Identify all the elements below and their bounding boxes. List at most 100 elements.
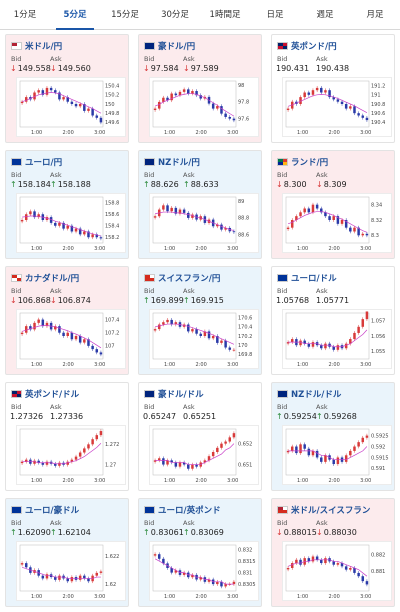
tab-7[interactable]: 月足 xyxy=(366,10,384,20)
currency-card[interactable]: ユーロ/英ポンド Bid Ask ↑0.83061 ↑0.83069 0.832 0.831… xyxy=(138,498,262,607)
bid-price: 0.65247 xyxy=(143,412,176,421)
price-chart[interactable]: 89 88.8 88.6 1:00 2:00 3:00 xyxy=(149,193,259,253)
currency-card[interactable]: 豪ドル/円 Bid Ask ↓97.584 ↓97.589 98 97.8 97.6 1:00 2… xyxy=(138,34,262,143)
ask-value: 0.83069 xyxy=(190,528,224,537)
card-header: ユーロ/英ポンド xyxy=(144,504,221,516)
price-chart[interactable]: 0.652 0.651 1:00 2:00 3:00 xyxy=(149,425,259,485)
ask-value: 1.05771 xyxy=(316,296,350,305)
candle xyxy=(157,324,161,330)
price-chart[interactable]: 191.2 191 190.8 190.6 190.4 1:00 2:00 3:00 xyxy=(282,77,392,137)
currency-card[interactable]: ユーロ/ドル Bid Ask 1.05768 1.05771 1.057 1.056 1.05… xyxy=(271,266,395,375)
candle xyxy=(37,319,40,323)
candle xyxy=(199,95,202,99)
ask-label: Ask xyxy=(50,519,62,527)
candle xyxy=(178,209,182,214)
price-chart[interactable]: 8.34 8.32 8.3 1:00 2:00 3:00 xyxy=(282,193,392,253)
candle xyxy=(349,568,352,570)
candle xyxy=(74,104,78,107)
tab-6[interactable]: 週足 xyxy=(316,10,334,20)
bid-value: 158.184 xyxy=(17,180,51,189)
plot-frame xyxy=(152,80,237,128)
candle xyxy=(191,329,194,332)
candle xyxy=(199,333,202,336)
x-tick-label: 3:00 xyxy=(227,246,238,252)
candle xyxy=(228,584,232,585)
ask-label: Ask xyxy=(183,55,195,63)
tab-5[interactable]: 日足 xyxy=(266,10,284,20)
currency-card[interactable]: 米ドル/円 Bid Ask ↓149.558 ↓149.560 150.4 150.2 150… xyxy=(5,34,129,143)
currency-card[interactable]: 米ドル/スイスフラン Bid Ask ↓0.88015 ↓0.88030 0.882 0.8… xyxy=(271,498,395,607)
candle xyxy=(328,90,331,98)
price-chart[interactable]: 158.8 158.6 158.4 158.2 1:00 2:00 3:00 xyxy=(16,193,126,253)
currency-card[interactable]: ランド/円 Bid Ask ↓8.300 ↓8.309 8.34 8.32 8.3 1:00 2:… xyxy=(271,150,395,259)
candle xyxy=(74,456,78,460)
bid-value: 106.868 xyxy=(17,296,51,305)
candlestick-chart: 0.5925 0.592 0.5915 0.591 1:00 2:00 3:00 xyxy=(285,428,389,484)
price-chart[interactable]: 0.5925 0.592 0.5915 0.591 1:00 2:00 3:00 xyxy=(282,425,392,485)
price-chart[interactable]: 170.6 170.4 170.2 170 169.8 1:00 2:00 3:00 xyxy=(149,309,259,369)
y-tick-label: 170 xyxy=(238,343,248,349)
price-chart[interactable]: 0.882 0.881 1:00 2:00 3:00 xyxy=(282,541,392,601)
price-chart[interactable]: 1.057 1.056 1.055 1:00 2:00 3:00 xyxy=(282,309,392,369)
tab-2[interactable]: 15分足 xyxy=(111,10,139,20)
x-tick-label: 1:00 xyxy=(297,130,308,136)
bid-label: Bid xyxy=(277,55,288,63)
price-chart[interactable]: 1.622 1.62 1:00 2:00 3:00 xyxy=(16,541,126,601)
candle xyxy=(87,108,90,111)
price-chart[interactable]: 107.4 107.2 107 1:00 2:00 3:00 xyxy=(16,309,126,369)
candle xyxy=(324,455,327,462)
x-tick-label: 2:00 xyxy=(329,362,340,368)
candle xyxy=(162,458,165,465)
currency-card[interactable]: 英ポンド/ドル Bid Ask 1.27326 1.27336 1.272 1.27 1:00… xyxy=(5,382,129,491)
tab-1[interactable]: 5分足 xyxy=(50,0,100,30)
y-tick-label: 0.592 xyxy=(371,444,385,450)
candle xyxy=(216,336,219,343)
flag-icon xyxy=(11,390,22,398)
timeframe-tabs: 1分足 5分足 15分足 30分足 1時間足 日足 週足 月足 xyxy=(0,0,400,30)
candle xyxy=(307,208,311,213)
price-chart[interactable]: 150.4 150.2 150 149.8 149.6 1:00 2:00 3:00 xyxy=(16,77,126,137)
candle xyxy=(290,339,294,343)
candle xyxy=(303,444,306,449)
y-tick-label: 170.2 xyxy=(238,334,252,340)
price-chart[interactable]: 98 97.8 97.6 1:00 2:00 3:00 xyxy=(149,77,259,137)
x-tick-label: 2:00 xyxy=(196,478,207,484)
candle xyxy=(349,450,352,456)
bid-value: 1.27326 xyxy=(10,412,44,421)
moving-average-line xyxy=(22,215,102,237)
plot-frame xyxy=(19,196,104,244)
currency-card[interactable]: ユーロ/円 Bid Ask ↑158.184 ↑158.188 158.8 158.6 158… xyxy=(5,150,129,259)
plot-frame xyxy=(285,544,370,592)
candlestick-chart: 98 97.8 97.6 1:00 2:00 3:00 xyxy=(152,80,249,136)
y-tick-label: 158.4 xyxy=(105,224,119,230)
candle xyxy=(315,450,319,458)
price-chart[interactable]: 0.832 0.8315 0.831 0.8305 1:00 2:00 3:00 xyxy=(149,541,259,601)
y-tick-label: 149.8 xyxy=(105,111,119,117)
currency-card[interactable]: NZドル/ドル Bid Ask ↑0.59254 ↑0.59268 0.5925 0.592… xyxy=(271,382,395,491)
candle xyxy=(224,340,227,348)
bid-value: 149.558 xyxy=(17,64,51,73)
candle xyxy=(211,452,215,457)
currency-card[interactable]: NZドル/円 Bid Ask ↑88.626 ↑88.633 89 88.8 88.6 1:00… xyxy=(138,150,262,259)
tab-0[interactable]: 1分足 xyxy=(13,10,37,20)
currency-card[interactable]: カナダドル/円 Bid Ask ↓106.868 ↓106.874 107.4 107.2 1… xyxy=(5,266,129,375)
moving-average-line xyxy=(22,443,102,465)
candlestick-chart: 150.4 150.2 150 149.8 149.6 1:00 2:00 3:00 xyxy=(19,80,119,136)
price-chart[interactable]: 1.272 1.27 1:00 2:00 3:00 xyxy=(16,425,126,485)
ask-label: Ask xyxy=(316,519,328,527)
currency-card[interactable]: スイスフラン/円 Bid Ask ↑169.899 ↑169.915 170.6 170.4… xyxy=(138,266,262,375)
candle xyxy=(191,91,194,94)
candle xyxy=(153,554,157,556)
candle xyxy=(62,222,65,229)
candle xyxy=(207,331,211,339)
currency-card[interactable]: 英ポンド/円 Bid Ask 190.431 190.438 191.2 191 190.8 1… xyxy=(271,34,395,143)
currency-card[interactable]: 豪ドル/ドル Bid Ask 0.65247 0.65251 0.652 0.651 1:00… xyxy=(138,382,262,491)
y-tick-label: 169.8 xyxy=(238,352,252,358)
ask-price: ↓106.874 xyxy=(50,296,91,305)
tab-3[interactable]: 30分足 xyxy=(161,10,189,20)
candle xyxy=(20,101,24,104)
candle xyxy=(191,214,194,218)
tab-4[interactable]: 1時間足 xyxy=(209,10,241,20)
currency-card[interactable]: ユーロ/豪ドル Bid Ask ↑1.62090 ↑1.62104 1.622 1.62 1:… xyxy=(5,498,129,607)
x-tick-label: 1:00 xyxy=(31,478,42,484)
